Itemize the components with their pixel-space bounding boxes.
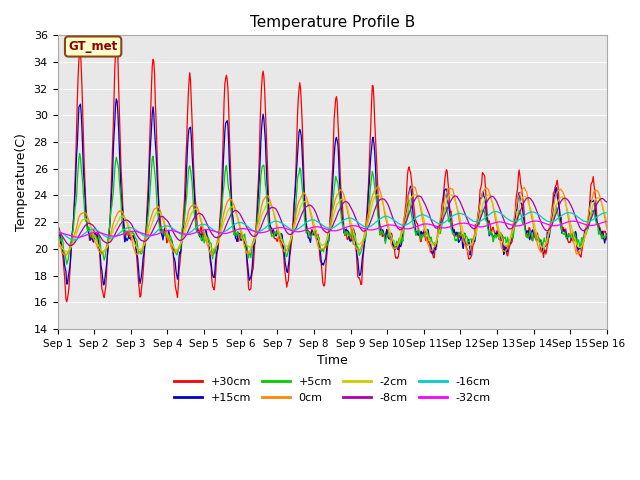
-32cm xyxy=(531,218,539,224)
X-axis label: Time: Time xyxy=(317,354,348,367)
-32cm xyxy=(54,230,61,236)
-2cm xyxy=(54,236,61,242)
-16cm xyxy=(400,222,408,228)
+30cm xyxy=(177,243,185,249)
-2cm xyxy=(417,203,424,208)
0cm xyxy=(401,213,408,219)
Legend: +30cm, +15cm, +5cm, 0cm, -2cm, -8cm, -16cm, -32cm: +30cm, +15cm, +5cm, 0cm, -2cm, -8cm, -16… xyxy=(170,372,495,407)
+15cm xyxy=(100,282,108,288)
+5cm xyxy=(76,150,84,156)
-2cm xyxy=(177,241,184,247)
-16cm xyxy=(492,209,499,215)
-2cm xyxy=(63,249,71,255)
+5cm xyxy=(603,232,611,238)
-16cm xyxy=(205,224,213,230)
-2cm xyxy=(121,216,129,222)
-32cm xyxy=(63,232,71,238)
+30cm xyxy=(54,230,61,236)
Y-axis label: Temperature(C): Temperature(C) xyxy=(15,133,28,231)
-16cm xyxy=(54,228,61,234)
Line: -32cm: -32cm xyxy=(58,221,607,237)
-8cm xyxy=(400,224,408,229)
+15cm xyxy=(122,234,129,240)
0cm xyxy=(205,248,213,254)
-32cm xyxy=(121,230,129,236)
-8cm xyxy=(416,193,424,199)
-16cm xyxy=(603,210,611,216)
0cm xyxy=(603,227,611,232)
-2cm xyxy=(65,248,72,254)
-16cm xyxy=(63,234,71,240)
-8cm xyxy=(63,241,71,247)
+5cm xyxy=(65,257,72,263)
+30cm xyxy=(401,215,408,220)
+5cm xyxy=(401,222,408,228)
+5cm xyxy=(207,240,214,246)
Title: Temperature Profile B: Temperature Profile B xyxy=(250,15,415,30)
-8cm xyxy=(451,193,459,199)
+5cm xyxy=(417,237,424,243)
Line: -16cm: -16cm xyxy=(58,212,607,240)
+30cm xyxy=(603,237,611,242)
+15cm xyxy=(177,244,185,250)
-2cm xyxy=(374,192,381,197)
-8cm xyxy=(67,243,74,249)
+30cm xyxy=(417,239,424,244)
Line: -8cm: -8cm xyxy=(58,196,607,246)
-8cm xyxy=(205,227,213,233)
+5cm xyxy=(54,230,61,236)
-32cm xyxy=(416,222,424,228)
+5cm xyxy=(177,235,185,241)
+15cm xyxy=(63,281,71,287)
-16cm xyxy=(70,237,77,243)
-32cm xyxy=(205,227,213,233)
-8cm xyxy=(177,238,184,243)
-16cm xyxy=(121,226,129,232)
-32cm xyxy=(603,219,611,225)
0cm xyxy=(121,215,129,221)
Line: +15cm: +15cm xyxy=(58,99,607,285)
+30cm xyxy=(65,291,72,297)
+15cm xyxy=(401,223,408,228)
-8cm xyxy=(54,228,61,234)
+30cm xyxy=(207,260,214,266)
Line: 0cm: 0cm xyxy=(58,187,607,255)
+15cm xyxy=(603,231,611,237)
0cm xyxy=(374,184,382,190)
0cm xyxy=(177,241,184,247)
-2cm xyxy=(401,221,408,227)
-2cm xyxy=(205,243,213,249)
+15cm xyxy=(207,255,214,261)
Line: +30cm: +30cm xyxy=(58,44,607,302)
0cm xyxy=(65,249,72,255)
+15cm xyxy=(417,230,424,236)
-32cm xyxy=(74,234,81,240)
-32cm xyxy=(400,226,408,231)
Line: -2cm: -2cm xyxy=(58,194,607,252)
+15cm xyxy=(54,233,61,239)
-16cm xyxy=(416,213,424,218)
+5cm xyxy=(122,228,129,234)
0cm xyxy=(417,205,424,211)
+30cm xyxy=(122,234,129,240)
+30cm xyxy=(113,41,121,47)
+30cm xyxy=(63,299,70,305)
Text: GT_met: GT_met xyxy=(68,40,118,53)
-8cm xyxy=(603,199,611,205)
-16cm xyxy=(177,231,184,237)
-2cm xyxy=(603,218,611,224)
-32cm xyxy=(177,230,184,236)
0cm xyxy=(54,242,61,248)
+5cm xyxy=(63,261,70,267)
-8cm xyxy=(121,217,129,223)
0cm xyxy=(62,252,70,258)
Line: +5cm: +5cm xyxy=(58,153,607,264)
+15cm xyxy=(113,96,120,102)
